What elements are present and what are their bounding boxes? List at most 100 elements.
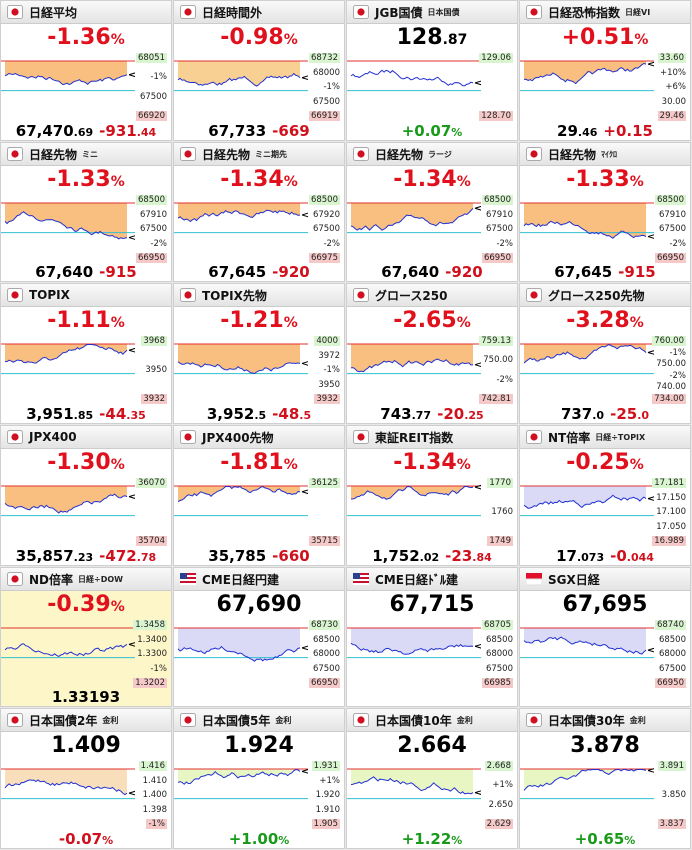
sparkline-area	[174, 485, 308, 517]
scale-label: 29.46	[657, 111, 686, 121]
scale-label: 2.668	[484, 761, 513, 771]
area-fill	[524, 344, 646, 364]
flag-icon	[526, 713, 542, 727]
sparkline-area	[520, 768, 654, 800]
scale-label: 68732	[308, 53, 340, 63]
flag-icon	[526, 5, 542, 19]
flag-icon	[180, 147, 196, 161]
tile-header: 日経先物 ミニ	[1, 143, 171, 166]
headline-part: %	[283, 315, 298, 331]
area-fill	[178, 344, 300, 374]
headline-value: +0.51%	[520, 25, 690, 50]
price-part: 3,951	[26, 405, 74, 423]
change: -931.44	[99, 121, 156, 140]
price-part: 1.33193	[51, 688, 121, 706]
area-fill	[178, 628, 300, 662]
price-part: 35,785	[208, 547, 267, 565]
scale-label: 67910	[658, 209, 686, 220]
scale-label: 1770	[487, 478, 513, 488]
price: 67,470.69	[16, 121, 93, 140]
flag-icon	[7, 147, 23, 161]
tile-header: 日本国債2年 金利	[1, 709, 171, 732]
change: -48.5	[272, 404, 311, 423]
flag-icon	[353, 430, 369, 444]
tile-title: JPX400先物	[202, 430, 274, 445]
area-fill	[5, 486, 127, 514]
headline-value: -1.11%	[1, 308, 171, 333]
sparkline	[4, 72, 128, 86]
headline-part: .87	[442, 32, 468, 48]
price: 67,733	[208, 121, 266, 140]
tile: JPX400 -1.30% 36070 35704 35,857.23 -472.78	[0, 425, 172, 566]
scale-label: 66975	[308, 253, 340, 263]
headline-value: -0.98%	[174, 25, 344, 50]
scale-label: 68500	[308, 195, 340, 205]
headline-value: 2.664	[347, 733, 517, 758]
tile-title: 東証REIT指数	[375, 430, 454, 445]
headline-part: %	[110, 174, 125, 190]
footer-values: 3,952.5 -48.5	[174, 404, 344, 423]
change-part: %	[278, 834, 290, 847]
area-fill	[524, 203, 646, 239]
headline-part: -0.39	[47, 592, 111, 617]
tile-header: TOPIX先物	[174, 284, 344, 307]
scale-label: 2.629	[484, 819, 513, 829]
headline-part: -3.28	[566, 308, 630, 333]
tile-title: 日本国債5年	[202, 713, 271, 728]
change-part: .5	[299, 409, 312, 422]
headline-part: 3.878	[570, 733, 640, 758]
change: -660	[272, 546, 310, 565]
scale-label: 67500	[139, 224, 167, 234]
change-part: .78	[136, 551, 157, 564]
flag-icon	[180, 5, 196, 19]
headline-part: 67,715	[389, 592, 475, 617]
tile-title: 日本国債2年	[29, 713, 98, 728]
scale-label: 760.00	[652, 336, 686, 346]
area-fill	[5, 61, 127, 85]
footer-values: 1,752.02 -23.84	[347, 546, 517, 565]
current-marker	[474, 205, 481, 211]
headline-value: -1.81%	[174, 450, 344, 475]
scale-label: 1.905	[311, 819, 340, 829]
change-part: -0	[610, 547, 627, 565]
change: +0.65%	[575, 829, 636, 848]
scale-label: +10%	[659, 67, 686, 78]
sparkline	[177, 209, 301, 223]
change: -0.07%	[59, 829, 113, 848]
flag-icon	[7, 430, 23, 444]
area-fill	[524, 628, 646, 655]
headline-part: 2.664	[397, 733, 467, 758]
scale-label: 3932	[141, 394, 167, 404]
headline-value: -1.21%	[174, 308, 344, 333]
scale-label: 1.398	[142, 804, 167, 815]
scale-label: -2%	[496, 238, 513, 249]
sparkline	[523, 636, 647, 655]
sparkline-area	[1, 60, 135, 92]
headline-part: -0.25	[566, 450, 630, 475]
current-marker	[128, 790, 135, 796]
sparkline-area	[347, 60, 481, 92]
tile-subtitle: 金利	[275, 715, 292, 725]
scale-label: 66950	[654, 678, 686, 688]
scale-label: 68500	[485, 634, 513, 645]
current-marker	[474, 80, 481, 86]
change-part: +0.65	[574, 830, 625, 848]
flag-icon	[7, 572, 23, 586]
scale-label: 68500	[481, 195, 513, 205]
price: 1,752.02	[372, 546, 439, 565]
scale-label: 67500	[485, 224, 513, 234]
sparkline-area	[520, 343, 654, 375]
scale-label: 35704	[135, 536, 167, 546]
scale-label: +1%	[319, 775, 340, 786]
footer-values: 67,640 -920	[347, 262, 517, 281]
sparkline	[4, 211, 128, 240]
tile: NT倍率 日経÷TOPIX -0.25% 17.181 17.150 17.100 17.0…	[519, 425, 691, 566]
price-part: .77	[411, 409, 432, 422]
price: 35,857.23	[16, 546, 93, 565]
scale-label: -2%	[669, 238, 686, 249]
change: +0.07%	[402, 121, 463, 140]
sparkline	[350, 642, 474, 655]
footer-values: 67,470.69 -931.44	[1, 121, 171, 140]
sparkline	[350, 358, 474, 373]
price-part: .69	[73, 126, 94, 139]
